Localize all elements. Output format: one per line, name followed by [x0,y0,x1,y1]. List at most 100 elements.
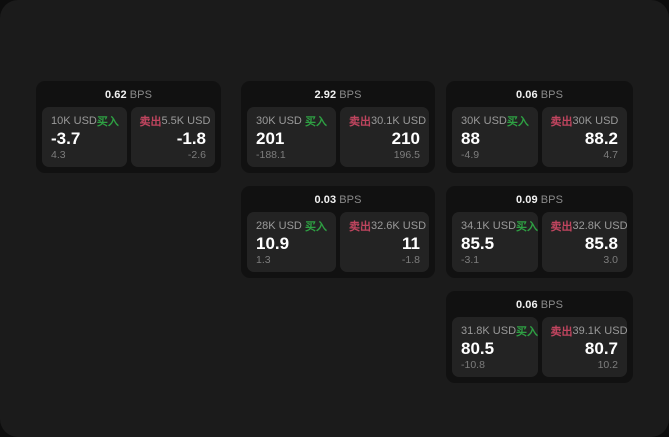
sell-price: 85.8 [584,234,618,253]
bps-value: 0.62 [104,89,127,101]
bps-unit: BPS [540,194,564,206]
sell-delta: -2.6 [187,149,206,161]
bps-header: 2.92 BPS [247,87,429,104]
buy-action-label: 买入 [96,115,119,128]
sell-size-label: 5.5K USD [161,114,211,127]
sell-delta: 196.5 [393,149,420,161]
quote-card-body: 30K USD 买入 201 -188.1 卖出 30.1K USD 210 1… [247,107,429,167]
bps-unit: BPS [129,89,153,101]
quote-card-body: 10K USD 买入 -3.7 4.3 卖出 5.5K USD -1.8 -2.… [42,107,215,167]
sell-side-header: 卖出 39.1K USD [550,324,628,338]
quote-card-body: 31.8K USD 买入 80.5 -10.8 卖出 39.1K USD 80.… [452,317,628,377]
bps-header: 0.62 BPS [42,87,215,104]
sell-action-label: 卖出 [349,220,371,233]
bps-header: 0.06 BPS [452,297,627,314]
buy-side[interactable]: 31.8K USD 买入 80.5 -10.8 [452,317,538,377]
sell-price: 11 [402,234,420,253]
buy-side[interactable]: 30K USD 买入 88 -4.9 [452,107,538,167]
sell-delta: 3.0 [603,254,618,266]
buy-side[interactable]: 28K USD 买入 10.9 1.3 [247,212,336,272]
buy-delta: 4.3 [51,149,66,161]
bps-value: 0.06 [515,89,538,101]
buy-size-label: 30K USD [461,114,507,127]
sell-price: 88.2 [584,129,618,148]
sell-side[interactable]: 卖出 32.6K USD 11 -1.8 [340,212,429,272]
buy-delta: -10.8 [461,359,485,371]
buy-size-label: 28K USD [256,219,302,232]
buy-delta: -4.9 [461,149,480,161]
sell-delta: 4.7 [603,149,618,161]
buy-action-label: 买入 [506,115,529,128]
sell-action-label: 卖出 [550,220,573,233]
buy-delta: -3.1 [461,254,480,266]
buy-price: 201 [256,129,285,148]
sell-side-header: 卖出 5.5K USD [139,114,211,128]
buy-action-label: 买入 [305,220,327,233]
sell-side[interactable]: 卖出 5.5K USD -1.8 -2.6 [130,107,215,167]
buy-side[interactable]: 34.1K USD 买入 85.5 -3.1 [452,212,538,272]
sell-side-header: 卖出 30.1K USD [349,114,426,128]
quote-card[interactable]: 2.92 BPS 30K USD 买入 201 -188.1 卖出 30.1K U… [241,81,435,173]
buy-side-header: 31.8K USD 买入 [461,324,538,338]
quote-card-body: 34.1K USD 买入 85.5 -3.1 卖出 32.8K USD 85.8… [452,212,628,272]
sell-side-header: 卖出 32.8K USD [550,219,628,233]
buy-side-header: 34.1K USD 买入 [461,219,538,233]
buy-delta: -188.1 [256,149,286,161]
buy-side[interactable]: 30K USD 买入 201 -188.1 [247,107,336,167]
quote-card[interactable]: 0.62 BPS 10K USD 买入 -3.7 4.3 卖出 5.5K USD [36,81,221,173]
quote-card-body: 30K USD 买入 88 -4.9 卖出 30K USD 88.2 4.7 [452,107,627,167]
sell-size-label: 32.6K USD [371,219,427,232]
buy-size-label: 34.1K USD [461,219,517,232]
buy-price: -3.7 [51,129,81,148]
bps-unit: BPS [540,299,564,311]
quote-card[interactable]: 0.03 BPS 28K USD 买入 10.9 1.3 卖出 32.6K USD [241,186,435,278]
bps-header: 0.03 BPS [247,192,429,209]
bps-value: 0.03 [314,194,337,206]
buy-side-header: 28K USD 买入 [256,219,327,233]
buy-price: 88 [461,129,480,148]
quote-card-body: 28K USD 买入 10.9 1.3 卖出 32.6K USD 11 -1.8 [247,212,429,272]
sell-side-header: 卖出 32.6K USD [349,219,426,233]
bps-header: 0.06 BPS [452,87,627,104]
buy-action-label: 买入 [516,325,539,338]
sell-action-label: 卖出 [550,115,573,128]
sell-price: 80.7 [584,339,618,358]
sell-side[interactable]: 卖出 30.1K USD 210 196.5 [340,107,429,167]
bps-unit: BPS [339,194,362,206]
buy-side[interactable]: 10K USD 买入 -3.7 4.3 [42,107,127,167]
buy-side-header: 30K USD 买入 [256,114,327,128]
sell-size-label: 32.8K USD [572,219,628,232]
buy-price: 10.9 [256,234,290,253]
sell-side-header: 卖出 30K USD [550,114,619,128]
sell-delta: 10.2 [597,359,618,371]
bps-unit: BPS [339,89,362,101]
sell-side[interactable]: 卖出 32.8K USD 85.8 3.0 [541,212,628,272]
sell-size-label: 30K USD [572,114,619,127]
sell-side[interactable]: 卖出 30K USD 88.2 4.7 [541,107,627,167]
sell-price: -1.8 [176,129,206,148]
bps-value: 0.06 [515,299,538,311]
sell-action-label: 卖出 [550,325,573,338]
sell-size-label: 39.1K USD [572,324,628,337]
quote-card[interactable]: 0.06 BPS 31.8K USD 买入 80.5 -10.8 卖出 39.1K… [446,291,633,383]
buy-side-header: 30K USD 买入 [461,114,529,128]
sell-price: 210 [391,129,420,148]
bps-unit: BPS [540,89,564,101]
buy-side-header: 10K USD 买入 [51,114,119,128]
sell-side[interactable]: 卖出 39.1K USD 80.7 10.2 [541,317,628,377]
buy-size-label: 10K USD [51,114,97,127]
buy-action-label: 买入 [305,115,327,128]
quote-card[interactable]: 0.09 BPS 34.1K USD 买入 85.5 -3.1 卖出 32.8K … [446,186,633,278]
sell-action-label: 卖出 [139,115,162,128]
bps-value: 0.09 [515,194,538,206]
buy-price: 85.5 [461,234,495,253]
sell-action-label: 卖出 [349,115,371,128]
sell-delta: -1.8 [401,254,420,266]
buy-price: 80.5 [461,339,495,358]
bps-header: 0.09 BPS [452,192,627,209]
buy-size-label: 31.8K USD [461,324,517,337]
sell-size-label: 30.1K USD [371,114,427,127]
quote-card[interactable]: 0.06 BPS 30K USD 买入 88 -4.9 卖出 30K USD [446,81,633,173]
